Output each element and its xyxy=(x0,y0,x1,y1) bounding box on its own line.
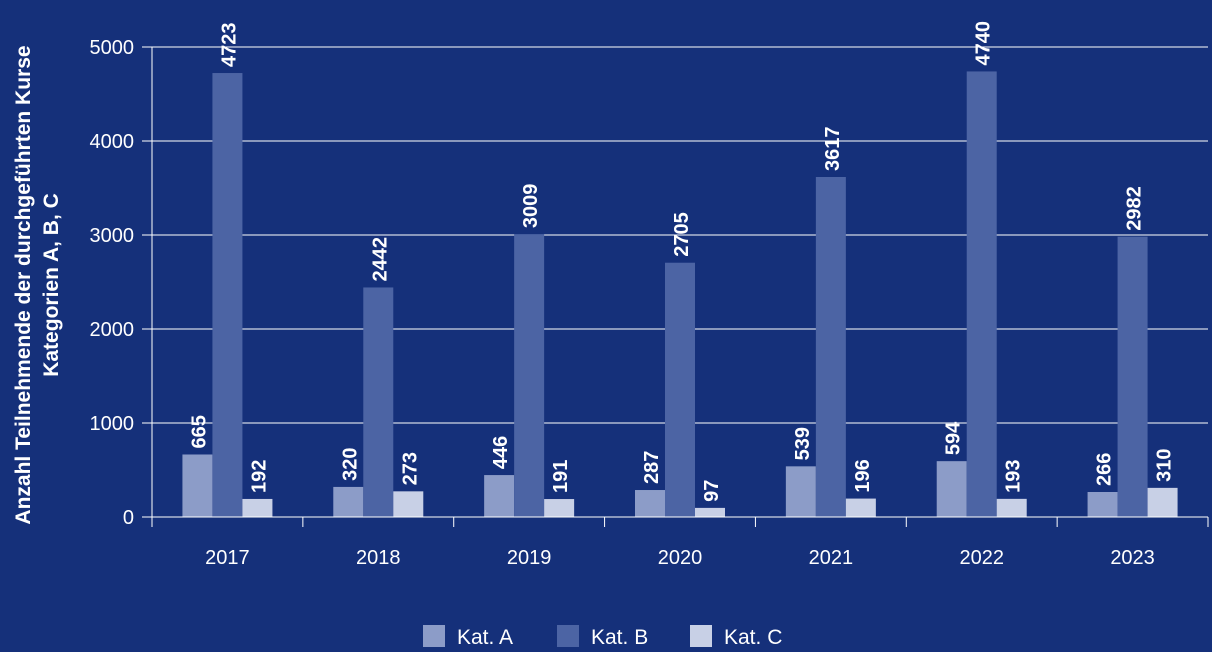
y-tick-label: 5000 xyxy=(90,37,135,59)
bar xyxy=(695,507,725,517)
data-label: 191 xyxy=(550,460,572,493)
bar xyxy=(1087,491,1118,517)
data-label: 266 xyxy=(1094,453,1116,486)
data-label: 446 xyxy=(490,436,512,469)
bar xyxy=(966,71,997,517)
data-label: 594 xyxy=(943,421,965,455)
y-axis-title-line: Kategorien A, B, C xyxy=(40,193,63,377)
bar xyxy=(1147,487,1178,517)
x-tick-label: 2017 xyxy=(205,547,250,569)
x-tick-label: 2021 xyxy=(809,547,854,569)
bar xyxy=(333,486,364,517)
bar xyxy=(785,466,816,517)
data-label: 2982 xyxy=(1124,186,1146,231)
data-label: 287 xyxy=(641,451,663,484)
x-tick-label: 2018 xyxy=(356,547,401,569)
data-label: 3009 xyxy=(520,184,542,229)
data-label: 310 xyxy=(1154,448,1176,481)
bar xyxy=(363,287,394,517)
x-tick-label: 2019 xyxy=(507,547,552,569)
y-tick-label: 2000 xyxy=(90,319,135,341)
data-label: 2442 xyxy=(369,237,391,282)
legend-label: Kat. C xyxy=(724,626,782,649)
data-label: 3617 xyxy=(822,127,844,172)
y-axis-title-line: Anzahl Teilnehmende der durchgeführten K… xyxy=(12,45,35,524)
data-label: 2705 xyxy=(671,212,693,257)
bar xyxy=(635,490,665,517)
legend: Kat. A Kat. B Kat. C xyxy=(423,625,782,649)
y-tick-label: 4000 xyxy=(90,131,135,153)
bar xyxy=(996,498,1027,517)
bar xyxy=(182,454,213,517)
bar xyxy=(815,177,846,517)
bar xyxy=(212,73,243,518)
data-label: 273 xyxy=(399,452,421,485)
legend-label: Kat. B xyxy=(591,626,648,649)
data-label: 192 xyxy=(248,460,270,493)
data-label: 539 xyxy=(792,427,814,460)
bar xyxy=(393,491,424,517)
bar xyxy=(544,499,575,517)
bar xyxy=(665,262,695,517)
bar xyxy=(936,461,967,517)
y-tick-label: 1000 xyxy=(90,413,135,435)
bar xyxy=(1117,236,1148,517)
x-tick-label: 2020 xyxy=(658,547,703,569)
y-axis-title: Anzahl Teilnehmende der durchgeführten K… xyxy=(12,45,63,524)
data-label: 4740 xyxy=(973,21,995,66)
bar xyxy=(484,475,515,517)
bar xyxy=(514,234,545,518)
data-label: 320 xyxy=(339,448,361,481)
y-tick-label: 3000 xyxy=(90,225,135,247)
legend-swatch xyxy=(557,625,579,647)
legend-swatch xyxy=(690,625,712,647)
legend-swatch xyxy=(423,625,445,647)
axes: 0 1000 2000 3000 4000 5000 2017 2018 2019 2020 202… xyxy=(90,37,1209,569)
bar xyxy=(242,498,273,517)
gridlines xyxy=(152,46,1208,424)
bar xyxy=(845,498,876,517)
data-label: 193 xyxy=(1003,459,1025,492)
y-tick-label: 0 xyxy=(123,507,134,529)
data-labels: 665 4723 192 320 2442 273 446 3009 191 287 2705 97 5… xyxy=(188,21,1175,502)
bars xyxy=(182,71,1178,518)
x-tick-label: 2023 xyxy=(1110,547,1155,569)
x-tick-label: 2022 xyxy=(959,547,1004,569)
data-label: 97 xyxy=(701,480,723,502)
legend-label: Kat. A xyxy=(457,626,513,649)
data-label: 4723 xyxy=(218,23,240,68)
data-label: 196 xyxy=(852,459,874,492)
data-label: 665 xyxy=(188,415,210,448)
